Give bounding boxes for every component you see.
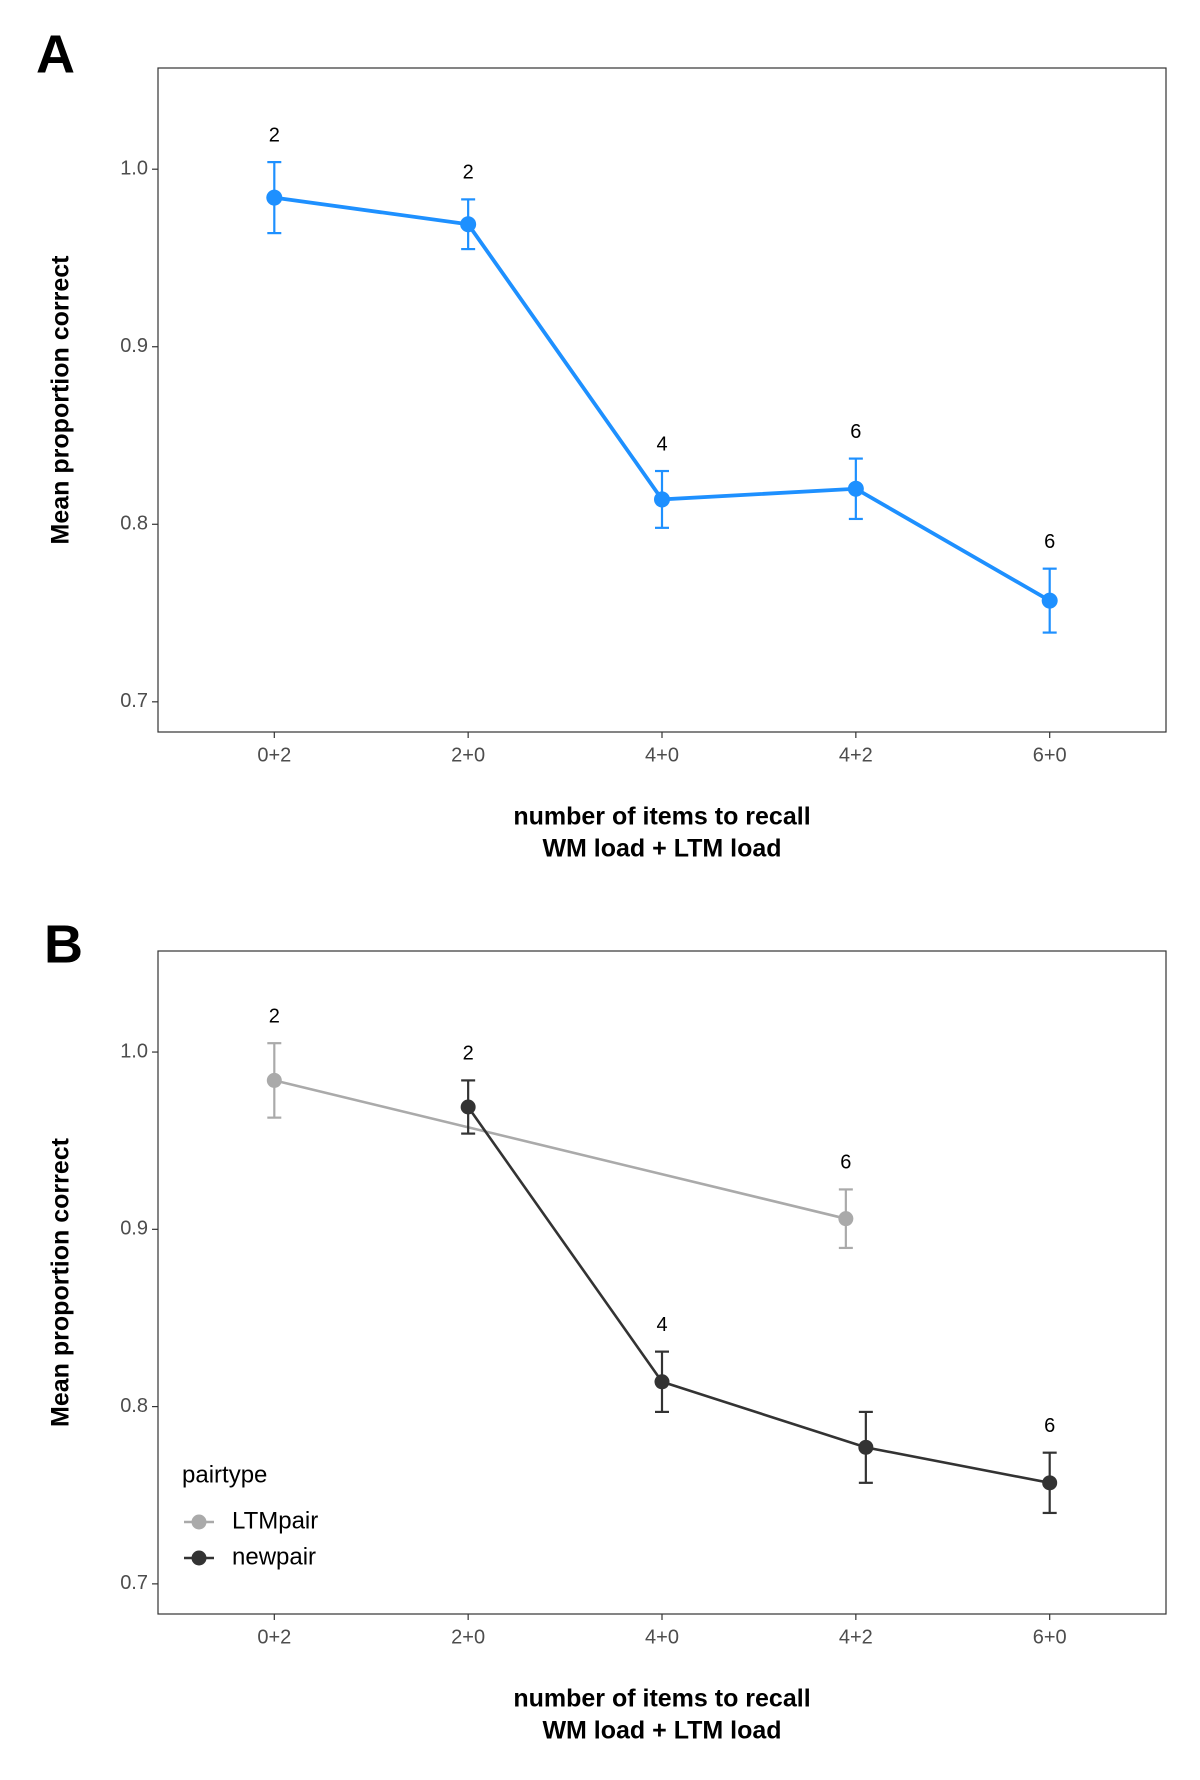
point bbox=[266, 1072, 282, 1088]
series-line bbox=[467, 1106, 1050, 1485]
chart-panel: B 0.7 0.8 0.9 1.0 0+2 2+0 4+0 4+2 6+0 number of it… bbox=[44, 914, 1167, 1745]
count-label: 2 bbox=[463, 1043, 474, 1065]
x-tick-label: 0+2 bbox=[257, 1626, 291, 1648]
point bbox=[838, 1211, 854, 1227]
x-axis-label: number of items to recall bbox=[513, 803, 810, 831]
x-tick-label: 6+0 bbox=[1033, 1626, 1067, 1648]
x-axis-label: number of items to recall bbox=[513, 1685, 810, 1713]
x-tick-label: 4+2 bbox=[839, 744, 873, 766]
point bbox=[654, 491, 670, 508]
point bbox=[460, 216, 477, 233]
legend-key bbox=[191, 1514, 207, 1530]
point bbox=[847, 480, 864, 497]
x-tick-label: 2+0 bbox=[451, 1626, 485, 1648]
point bbox=[1041, 592, 1058, 609]
count-label: 6 bbox=[850, 421, 861, 443]
point bbox=[1042, 1475, 1058, 1491]
legend-key bbox=[191, 1550, 207, 1566]
x-axis-label: WM load + LTM load bbox=[542, 1717, 781, 1745]
count-label: 4 bbox=[656, 1314, 667, 1336]
y-tick-label: 0.9 bbox=[120, 1218, 148, 1240]
y-tick-label: 0.8 bbox=[120, 513, 148, 535]
panel-letter: B bbox=[44, 914, 83, 974]
chart-panel: A 0.7 0.8 0.9 1.0 0+2 2+0 4+0 4+2 6+0 number of it… bbox=[36, 24, 1167, 863]
y-axis-label: Mean proportion correct bbox=[47, 1137, 75, 1427]
point bbox=[266, 189, 283, 206]
legend-label: LTMpair bbox=[232, 1507, 318, 1534]
panel-letter: A bbox=[36, 24, 75, 84]
point bbox=[858, 1439, 874, 1455]
count-label: 6 bbox=[840, 1152, 851, 1174]
plot-border bbox=[157, 67, 1167, 733]
y-tick-label: 0.7 bbox=[120, 690, 148, 712]
y-tick-label: 1.0 bbox=[120, 157, 148, 179]
y-axis-label: Mean proportion correct bbox=[47, 255, 75, 545]
count-label: 6 bbox=[1044, 531, 1055, 553]
point bbox=[654, 1374, 670, 1390]
x-tick-label: 4+0 bbox=[645, 1626, 679, 1648]
count-label: 2 bbox=[269, 1005, 280, 1027]
point bbox=[460, 1099, 476, 1115]
y-tick-label: 0.8 bbox=[120, 1395, 148, 1417]
count-label: 2 bbox=[269, 124, 280, 146]
y-tick-label: 0.9 bbox=[120, 335, 148, 357]
x-tick-label: 0+2 bbox=[257, 744, 291, 766]
series-line bbox=[274, 195, 1051, 603]
series-line bbox=[274, 1079, 847, 1220]
x-tick-label: 2+0 bbox=[451, 744, 485, 766]
y-tick-label: 1.0 bbox=[120, 1040, 148, 1062]
x-tick-label: 4+0 bbox=[645, 744, 679, 766]
x-tick-label: 6+0 bbox=[1033, 744, 1067, 766]
legend-title: pairtype bbox=[182, 1461, 267, 1488]
count-label: 6 bbox=[1044, 1415, 1055, 1437]
count-label: 2 bbox=[463, 162, 474, 184]
legend-label: newpair bbox=[232, 1543, 316, 1570]
y-tick-label: 0.7 bbox=[120, 1572, 148, 1594]
x-axis-label: WM load + LTM load bbox=[542, 835, 781, 863]
x-tick-label: 4+2 bbox=[839, 1626, 873, 1648]
count-label: 4 bbox=[656, 433, 667, 455]
